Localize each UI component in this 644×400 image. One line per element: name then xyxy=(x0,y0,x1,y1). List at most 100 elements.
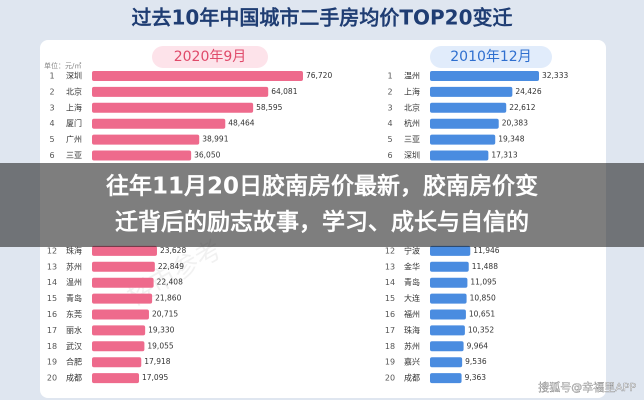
rank-label: 4 xyxy=(387,119,392,128)
rank-label: 14 xyxy=(47,278,57,287)
city-label: 苏州 xyxy=(404,341,420,351)
city-label: 福州 xyxy=(404,310,420,319)
source-watermark: 搜狐号@幸福里APP xyxy=(538,380,636,394)
city-label: 珠海 xyxy=(66,245,82,255)
value-label: 10,850 xyxy=(470,294,496,303)
bar xyxy=(430,134,496,145)
city-label: 丽水 xyxy=(66,325,82,335)
bar xyxy=(430,309,466,320)
heading-pill xyxy=(152,46,268,68)
rank-label: 19 xyxy=(47,358,57,367)
value-label: 11,488 xyxy=(472,262,498,271)
city-label: 三亚 xyxy=(404,135,420,144)
city-label: 合肥 xyxy=(66,357,82,367)
bar xyxy=(430,325,465,336)
rank-label: 16 xyxy=(47,310,57,319)
rank-label: 12 xyxy=(385,246,395,255)
panel-heading: 2020年9月 xyxy=(174,49,247,65)
rank-label: 17 xyxy=(385,326,395,335)
value-label: 11,946 xyxy=(473,246,499,255)
bar xyxy=(92,325,146,336)
rank-label: 19 xyxy=(385,358,395,367)
bar xyxy=(430,341,464,352)
rank-label: 12 xyxy=(47,246,57,255)
bar xyxy=(430,71,540,81)
city-label: 深圳 xyxy=(404,150,420,160)
bar xyxy=(430,150,489,161)
city-label: 深圳 xyxy=(66,71,82,81)
rank-label: 17 xyxy=(47,326,57,335)
city-label: 北京 xyxy=(404,102,420,112)
rank-label: 16 xyxy=(385,310,395,319)
value-label: 9,363 xyxy=(465,373,487,382)
rank-label: 3 xyxy=(49,103,54,112)
bar xyxy=(92,373,140,384)
main-title: 过去10年中国城市二手房均价TOP20变迁 xyxy=(132,6,513,30)
value-label: 22,408 xyxy=(157,278,183,287)
city-label: 广州 xyxy=(66,134,82,144)
city-label: 青岛 xyxy=(404,277,420,287)
bar xyxy=(430,277,468,288)
bar xyxy=(92,71,303,81)
value-label: 19,330 xyxy=(148,325,174,334)
city-label: 温州 xyxy=(66,278,82,287)
value-label: 17,313 xyxy=(491,151,517,160)
city-label: 北京 xyxy=(66,86,82,96)
value-label: 19,055 xyxy=(147,341,173,350)
rank-label: 3 xyxy=(387,103,392,112)
rank-label: 6 xyxy=(49,151,54,160)
value-label: 76,720 xyxy=(306,71,332,80)
value-label: 32,333 xyxy=(542,71,568,80)
rank-label: 18 xyxy=(47,342,57,351)
banner xyxy=(0,163,644,247)
value-label: 17,918 xyxy=(144,357,170,366)
bar xyxy=(92,150,192,161)
bar xyxy=(92,261,155,272)
value-label: 23,628 xyxy=(160,246,186,255)
city-label: 金华 xyxy=(404,261,420,271)
city-label: 上海 xyxy=(404,86,420,96)
value-label: 22,849 xyxy=(158,262,184,271)
rank-label: 5 xyxy=(49,135,54,144)
city-label: 温州 xyxy=(404,72,420,81)
value-label: 11,095 xyxy=(470,278,496,287)
rank-label: 2 xyxy=(387,87,392,96)
rank-label: 13 xyxy=(385,262,395,271)
bar xyxy=(92,86,269,97)
bar xyxy=(430,118,499,129)
bar xyxy=(430,357,463,368)
city-label: 苏州 xyxy=(66,261,82,271)
rank-label: 20 xyxy=(47,374,57,383)
city-label: 成都 xyxy=(404,373,420,383)
unit-label: 单位：元/㎡ xyxy=(44,61,81,70)
city-label: 珠海 xyxy=(404,325,420,335)
rank-label: 13 xyxy=(47,262,57,271)
value-label: 58,595 xyxy=(256,103,282,112)
city-label: 三亚 xyxy=(66,151,82,160)
rank-label: 4 xyxy=(49,119,54,128)
rank-label: 1 xyxy=(387,72,392,81)
rank-label: 18 xyxy=(385,342,395,351)
banner-line: 迁背后的励志故事，学习、成长与自信的 xyxy=(115,209,529,236)
bar xyxy=(430,102,507,113)
city-label: 大连 xyxy=(404,293,420,303)
bar xyxy=(430,261,469,272)
rank-label: 2 xyxy=(49,87,54,96)
rank-label: 5 xyxy=(387,135,392,144)
bar xyxy=(92,134,200,145)
value-label: 21,860 xyxy=(155,294,181,303)
value-label: 17,095 xyxy=(142,373,168,382)
value-label: 19,348 xyxy=(498,135,524,144)
value-label: 38,991 xyxy=(202,135,228,144)
value-label: 48,464 xyxy=(228,119,254,128)
city-label: 厦门 xyxy=(66,118,82,128)
city-label: 成都 xyxy=(66,373,82,383)
value-label: 20,715 xyxy=(152,310,178,319)
city-label: 杭州 xyxy=(404,118,420,128)
value-label: 10,352 xyxy=(468,325,494,334)
bar xyxy=(430,293,467,304)
rank-label: 14 xyxy=(385,278,395,287)
charts: 1 深圳 76,720 2 北京 64,081 3 上海 58,595 4 厦门 48,464 5 广州 3… xyxy=(47,71,568,384)
